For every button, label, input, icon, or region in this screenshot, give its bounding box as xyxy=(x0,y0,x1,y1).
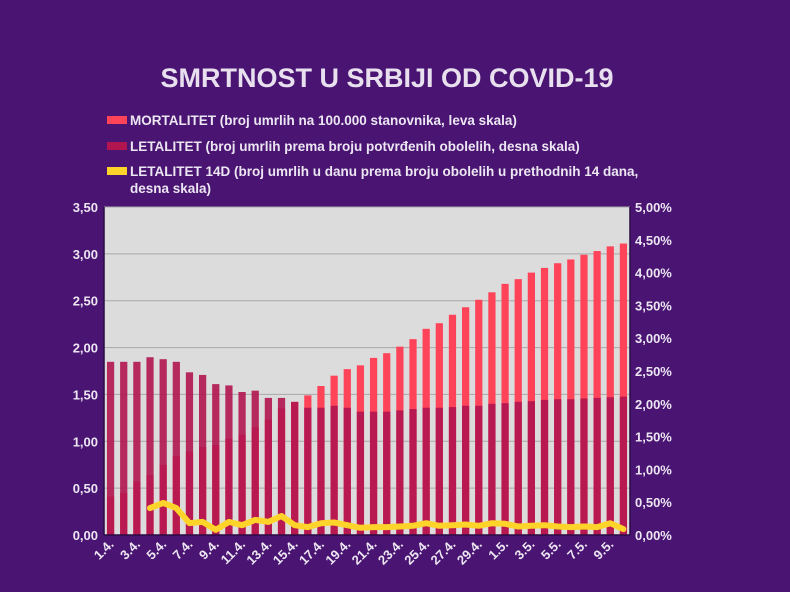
bar-letalitet xyxy=(225,385,233,535)
bar-letalitet xyxy=(448,407,457,535)
x-tick-label: 7.5. xyxy=(564,537,590,563)
bar-letalitet xyxy=(435,407,443,535)
chart-title: SMRTNOST U SRBIJI OD COVID-19 xyxy=(160,63,613,93)
left-tick-label: 0,00 xyxy=(73,528,98,543)
bar-letalitet xyxy=(527,401,535,535)
x-tick-label: 1.5. xyxy=(485,537,511,563)
x-tick-label: 19.4. xyxy=(322,537,353,568)
line-letalitet-14d xyxy=(147,499,627,533)
left-tick-label: 2,00 xyxy=(73,341,98,356)
x-tick-label: 25.4. xyxy=(401,537,432,568)
bar-letalitet xyxy=(488,403,496,535)
left-tick-label: 3,00 xyxy=(73,247,98,262)
bar-letalitet xyxy=(619,396,628,535)
legend-label-letalitet: LETALITET (broj umrlih prema broju potvr… xyxy=(130,139,580,154)
right-tick-label: 3,00% xyxy=(635,331,672,346)
right-tick-label: 4,00% xyxy=(635,266,672,281)
x-tick-label: 9.4. xyxy=(196,537,222,563)
bar-letalitet xyxy=(540,399,549,535)
legend-swatch-mortalitet xyxy=(107,116,127,124)
bar-letalitet xyxy=(514,401,522,535)
legend-swatch-letalitet-14d xyxy=(107,167,127,175)
bar-letalitet xyxy=(133,361,141,535)
bar-letalitet xyxy=(120,361,128,535)
plot-area xyxy=(104,207,630,535)
bar-letalitet xyxy=(172,361,180,535)
x-tick-label: 13.4. xyxy=(243,537,274,568)
bar-letalitet xyxy=(501,403,509,535)
right-tick-label: 5,00% xyxy=(635,200,672,215)
bar-letalitet xyxy=(317,407,325,535)
left-tick-label: 1,50 xyxy=(73,387,98,402)
bar-mortalitet xyxy=(619,243,628,535)
right-tick-label: 4,50% xyxy=(635,233,672,248)
bar-letalitet xyxy=(462,405,470,535)
bar-mortalitet xyxy=(567,259,575,535)
left-tick-label: 2,50 xyxy=(73,294,98,309)
right-tick-label: 0,50% xyxy=(635,495,672,510)
bar-letalitet xyxy=(106,361,115,535)
x-tick-label: 21.4. xyxy=(349,537,380,568)
bar-letalitet xyxy=(567,399,575,535)
right-tick-label: 1,50% xyxy=(635,430,672,445)
bar-letalitet xyxy=(238,391,246,535)
x-tick-label: 27.4. xyxy=(428,537,459,568)
bar-mortalitet xyxy=(593,251,601,535)
bar-letalitet xyxy=(396,410,404,535)
x-tick-label: 3.4. xyxy=(117,537,143,563)
bar-letalitet xyxy=(146,357,154,535)
x-tick-label: 5.4. xyxy=(143,537,169,563)
bar-mortalitet xyxy=(606,246,614,536)
bar-letalitet xyxy=(199,374,207,535)
bar-letalitet xyxy=(212,384,220,535)
x-tick-label: 9.5. xyxy=(590,537,616,563)
x-tick-label: 17.4. xyxy=(296,537,327,568)
x-tick-label: 29.4. xyxy=(454,537,485,568)
left-tick-label: 1,00 xyxy=(73,434,98,449)
bar-letalitet xyxy=(264,397,272,535)
bar-letalitet xyxy=(369,411,378,535)
bar-letalitet xyxy=(304,407,312,535)
right-tick-label: 0,00% xyxy=(635,528,672,543)
bar-letalitet xyxy=(356,411,365,535)
bar-letalitet xyxy=(277,397,286,535)
x-tick-label: 15.4. xyxy=(270,537,301,568)
x-tick-label: 3.5. xyxy=(512,537,538,563)
bar-letalitet xyxy=(185,372,194,535)
x-tick-label: 23.4. xyxy=(375,537,406,568)
left-tick-label: 3,50 xyxy=(73,200,98,215)
left-tick-label: 0,50 xyxy=(73,481,98,496)
bar-letalitet xyxy=(383,411,391,535)
bar-letalitet xyxy=(291,401,299,535)
legend: MORTALITET (broj umrlih na 100.000 stano… xyxy=(107,113,638,196)
right-tick-label: 2,50% xyxy=(635,364,672,379)
legend-swatch-letalitet xyxy=(107,142,127,150)
bar-mortalitet xyxy=(580,254,588,535)
legend-label-mortalitet: MORTALITET (broj umrlih na 100.000 stano… xyxy=(130,113,517,128)
legend-label-letalitet-14d: LETALITET 14D (broj umrlih u danu prema … xyxy=(130,164,638,179)
bar-letalitet xyxy=(593,397,601,535)
right-tick-label: 2,00% xyxy=(635,397,672,412)
x-tick-label: 5.5. xyxy=(538,537,564,563)
right-tick-label: 1,00% xyxy=(635,462,672,477)
bar-letalitet xyxy=(159,359,167,535)
bar-letalitet xyxy=(409,409,417,535)
bar-letalitet xyxy=(422,407,430,535)
bar-letalitet xyxy=(343,407,351,535)
x-tick-label: 11.4. xyxy=(218,537,249,568)
bar-letalitet xyxy=(580,398,588,535)
bar-mortalitet xyxy=(554,263,562,535)
bar-letalitet xyxy=(251,390,259,535)
bar-letalitet xyxy=(475,405,483,535)
right-tick-label: 3,50% xyxy=(635,298,672,313)
x-tick-label: 7.4. xyxy=(170,537,196,563)
bar-letalitet xyxy=(554,399,562,535)
bar-letalitet xyxy=(330,405,338,535)
bar-letalitet xyxy=(606,397,614,535)
legend-label-letalitet-14d-cont: desna skala) xyxy=(130,181,211,196)
